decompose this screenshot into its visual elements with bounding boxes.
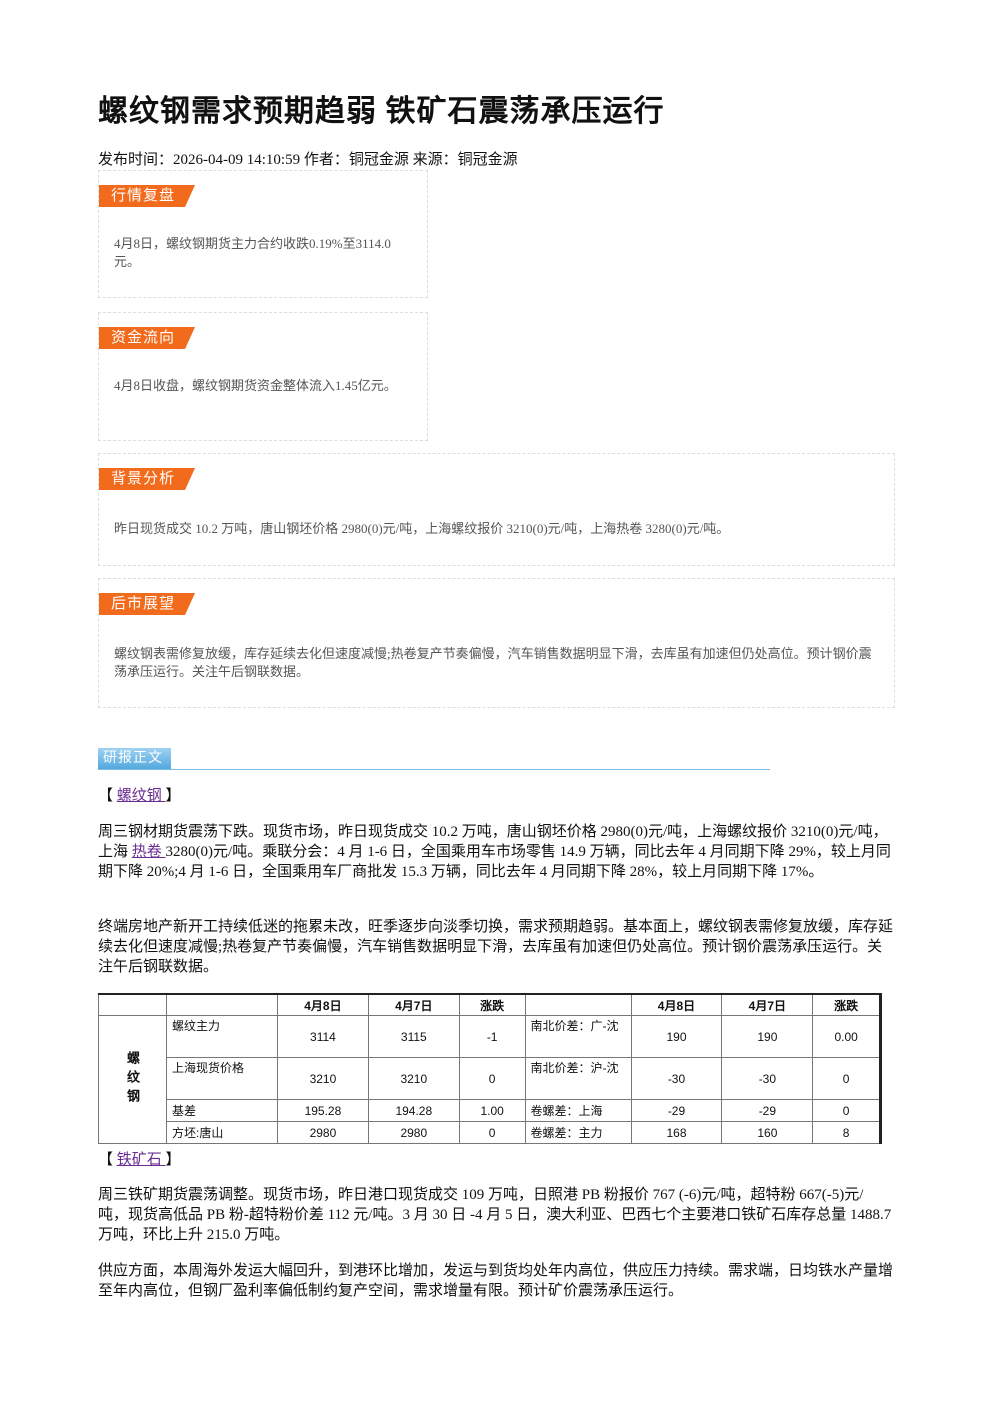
link[interactable]: 热卷: [131, 844, 166, 860]
price-table: 4月8日 4月7日 涨跌 4月8日 4月7日 涨跌 螺纹钢 螺纹主力 3114 3115 -1 南北价…: [98, 993, 882, 1144]
section-text: 昨日现货成交 10.2 万吨，唐山钢坯价格 2980(0)元/吨，上海螺纹报价 …: [114, 521, 730, 536]
cell: 194.28: [367, 1099, 460, 1122]
cell: 0.00: [812, 1015, 881, 1058]
row: 螺纹钢 螺纹主力 3114 3115 -1 南北价差：广-沈 190 190 0.00: [98, 1015, 881, 1144]
cell: 1.00: [458, 1099, 526, 1122]
cell: -1: [458, 1015, 526, 1058]
header-cell: 4月7日: [721, 993, 814, 1016]
summary-box: 资金流向 4月8日收盘，螺纹钢期货资金整体流入1.45亿元。: [98, 312, 428, 441]
group-label: 螺纹钢: [98, 1015, 167, 1144]
divider: [98, 769, 770, 770]
cell: 3210: [277, 1057, 369, 1100]
text: 3280(0)元/吨。乘联分会：4 月 1-6 日，全国乘用车市场零售 14.9…: [98, 844, 891, 880]
cell: 0: [458, 1121, 526, 1144]
cell: 160: [721, 1121, 814, 1144]
row-label: 南北价差：广-沈: [524, 1015, 632, 1058]
cell: -30: [630, 1057, 723, 1100]
cell: 168: [630, 1121, 723, 1144]
row-label: 南北价差：沪-沈: [524, 1057, 632, 1100]
cell: 3114: [277, 1015, 369, 1058]
report-heading: 研报正文: [98, 748, 171, 770]
paragraph: 终端房地产新开工持续低迷的拖累未改，旺季逐步向淡季切换，需求预期趋弱。基本面上，…: [98, 919, 894, 975]
cell: 3115: [367, 1015, 460, 1058]
cell: -29: [721, 1099, 814, 1122]
cell: 0: [812, 1099, 881, 1122]
summary-box: 行情复盘 4月8日，螺纹钢期货主力合约收跌0.19%至3114.0元。: [98, 170, 428, 298]
row: 方坯:唐山 2980 2980 0 卷螺差：主力 168 160 8: [99, 1121, 881, 1144]
summary-box: 背景分析昨日现货成交 10.2 万吨，唐山钢坯价格 2980(0)元/吨，上海螺…: [98, 453, 895, 566]
summary-box: 后市展望螺纹钢表需修复放缓，库存延续去化但速度减慢;热卷复产节奏偏慢，汽车销售数…: [98, 578, 895, 708]
section-heading: 行情复盘: [99, 185, 195, 207]
cell: 2980: [367, 1121, 460, 1144]
rebar-link[interactable]: 螺纹钢: [116, 788, 166, 804]
meta: 发布时间：2026-04-09 14:10:59 作者：铜冠金源 来源：铜冠金源: [98, 152, 518, 168]
bracket: 】: [165, 788, 181, 804]
cell: 8: [812, 1121, 881, 1144]
row-label: 卷螺差：上海: [524, 1099, 632, 1122]
header-cell: 涨跌: [812, 993, 881, 1016]
row-label: 卷螺差：主力: [524, 1121, 632, 1144]
cell: 3210: [367, 1057, 460, 1100]
paragraph: 周三钢材期货震荡下跌。现货市场，昨日现货成交 10.2 万吨，唐山钢坯价格 29…: [98, 822, 893, 882]
cell: 0: [812, 1057, 881, 1100]
cell: [98, 993, 167, 1016]
cell: 190: [721, 1015, 814, 1058]
section-heading: 后市展望: [99, 593, 195, 615]
cell: [524, 993, 632, 1016]
section-heading: 背景分析: [99, 468, 195, 490]
row: 基差 195.28 194.28 1.00 卷螺差：上海 -29 -29 0: [99, 1099, 881, 1122]
header-cell: 4月8日: [277, 993, 369, 1016]
header-row: 4月8日 4月7日 涨跌 4月8日 4月7日 涨跌: [98, 993, 881, 1016]
section-text: 螺纹钢表需修复放缓，库存延续去化但速度减慢;热卷复产节奏偏慢，汽车销售数据明显下…: [114, 646, 872, 679]
row-label: 方坯:唐山: [166, 1121, 278, 1144]
bracket: 【: [98, 788, 114, 804]
row-label: 基差: [166, 1099, 278, 1122]
header-cell: 4月7日: [367, 993, 460, 1016]
iron-ore-label: 【 铁矿石 】: [98, 1150, 893, 1170]
row-label: 上海现货价格: [166, 1057, 278, 1100]
paragraph: 供应方面，本周海外发运大幅回升，到港环比增加，发运与到货均处年内高位，供应压力持…: [98, 1263, 894, 1299]
section-text: 4月8日收盘，螺纹钢期货资金整体流入1.45亿元。: [114, 378, 397, 393]
bracket: 】: [165, 1152, 181, 1168]
rebar-label: 【 螺纹钢 】: [98, 786, 893, 806]
header-cell: 涨跌: [458, 993, 526, 1016]
paragraph: 周三铁矿期货震荡调整。现货市场，昨日港口现货成交 109 万吨，日照港 PB 粉…: [98, 1187, 892, 1243]
text: 周三钢材期货震荡下跌。现货市场，昨日现货成交 10.2 万吨，唐山钢坯价格 29…: [98, 824, 888, 860]
section-text: 4月8日，螺纹钢期货主力合约收跌0.19%至3114.0元。: [114, 236, 391, 269]
cell: -30: [721, 1057, 814, 1100]
section-heading: 资金流向: [99, 327, 195, 349]
row: 上海现货价格 3210 3210 0 南北价差：沪-沈 -30 -30 0: [99, 1057, 881, 1100]
cell: 0: [458, 1057, 526, 1100]
bracket: 【: [98, 1152, 114, 1168]
cell: 195.28: [277, 1099, 369, 1122]
cell: -29: [630, 1099, 723, 1122]
cell: 2980: [277, 1121, 369, 1144]
cell: [166, 993, 278, 1016]
row-label: 螺纹主力: [166, 1015, 278, 1058]
header-cell: 4月8日: [630, 993, 723, 1016]
title: 螺纹钢需求预期趋弱 铁矿石震荡承压运行: [98, 95, 665, 128]
cell: 190: [630, 1015, 723, 1058]
iron-ore-link[interactable]: 铁矿石: [116, 1152, 166, 1168]
